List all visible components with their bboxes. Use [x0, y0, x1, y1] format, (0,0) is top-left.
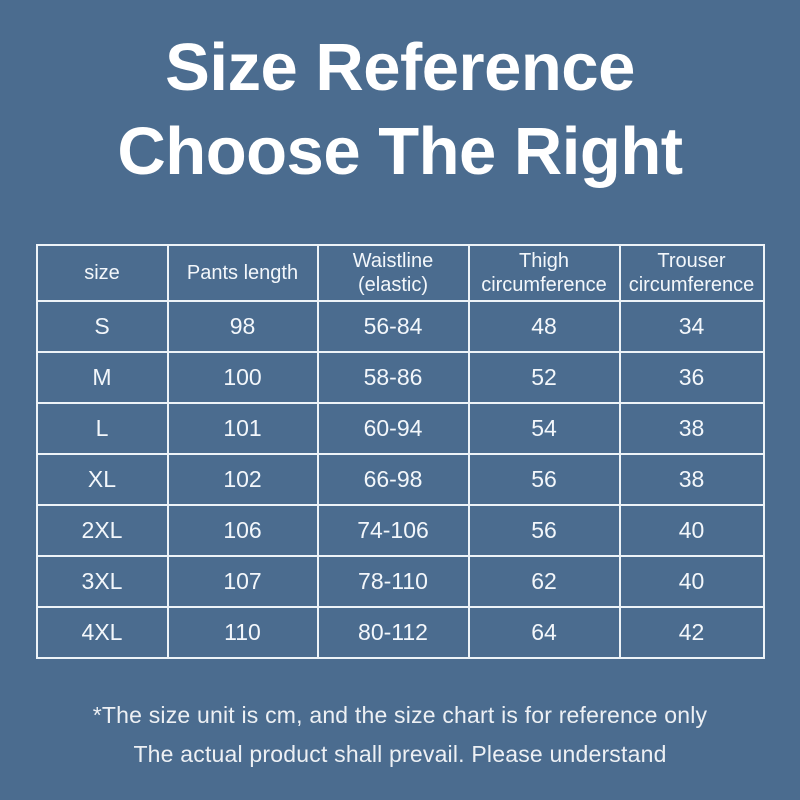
- header-label: size: [84, 262, 120, 284]
- table-row-m: M 100 58-86 52 36: [35, 351, 765, 404]
- footnote-line-1: *The size unit is cm, and the size chart…: [92, 702, 708, 728]
- table-row-xl: XL 102 66-98 56 38: [35, 453, 765, 506]
- title-line-1: Size Reference: [165, 30, 635, 105]
- table-cell: 56: [467, 453, 621, 506]
- header-cell-trouser-circumference: Trouser circumference: [618, 244, 765, 302]
- table-cell: 56: [467, 504, 621, 557]
- table-cell: 42: [618, 606, 765, 659]
- size-cell: 4XL: [35, 606, 169, 659]
- table-cell: 66-98: [316, 453, 470, 506]
- table-cell: 100: [166, 351, 319, 404]
- size-cell: XL: [35, 453, 169, 506]
- table-cell: 52: [467, 351, 621, 404]
- footnote: *The size unit is cm, and the size chart…: [0, 696, 800, 774]
- title-line-2: Choose The Right: [117, 114, 683, 189]
- table-row-l: L 101 60-94 54 38: [35, 402, 765, 455]
- table-cell: 60-94: [316, 402, 470, 455]
- header-label: (elastic): [357, 274, 428, 296]
- table-header-row: size Pants length Waistline (elastic) Thi…: [35, 244, 765, 302]
- table-cell: 106: [166, 504, 319, 557]
- header-label: Trouser: [657, 250, 726, 272]
- table-cell: 56-84: [316, 300, 470, 353]
- size-cell: M: [35, 351, 169, 404]
- table-cell: 54: [467, 402, 621, 455]
- header-cell-thigh-circumference: Thigh circumference: [467, 244, 621, 302]
- table-cell: 40: [618, 504, 765, 557]
- header-label: Pants length: [186, 262, 299, 284]
- table-cell: 64: [467, 606, 621, 659]
- header-cell-size: size: [35, 244, 169, 302]
- table-cell: 98: [166, 300, 319, 353]
- table-row-2xl: 2XL 106 74-106 56 40: [35, 504, 765, 557]
- table-cell: 78-110: [316, 555, 470, 608]
- size-cell: S: [35, 300, 169, 353]
- header-label: circumference: [481, 274, 607, 296]
- table-cell: 107: [166, 555, 319, 608]
- size-cell: 2XL: [35, 504, 169, 557]
- table-cell: 80-112: [316, 606, 470, 659]
- header-label: Thigh: [518, 250, 570, 272]
- table-cell: 110: [166, 606, 319, 659]
- header-label: Waistline: [352, 250, 434, 272]
- table-cell: 34: [618, 300, 765, 353]
- table-cell: 74-106: [316, 504, 470, 557]
- table-cell: 62: [467, 555, 621, 608]
- table-cell: 48: [467, 300, 621, 353]
- table-cell: 38: [618, 453, 765, 506]
- table-cell: 102: [166, 453, 319, 506]
- header-cell-pants-length: Pants length: [166, 244, 319, 302]
- size-cell: 3XL: [35, 555, 169, 608]
- table-row-s: S 98 56-84 48 34: [35, 300, 765, 353]
- table-cell: 101: [166, 402, 319, 455]
- table-row-3xl: 3XL 107 78-110 62 40: [35, 555, 765, 608]
- table-cell: 38: [618, 402, 765, 455]
- footnote-line-2: The actual product shall prevail. Please…: [133, 741, 667, 767]
- size-table: size Pants length Waistline (elastic) Thi…: [35, 244, 765, 659]
- header-cell-waistline: Waistline (elastic): [316, 244, 470, 302]
- table-cell: 40: [618, 555, 765, 608]
- page-title: Size Reference Choose The Right: [0, 0, 800, 194]
- table-cell: 36: [618, 351, 765, 404]
- size-cell: L: [35, 402, 169, 455]
- table-row-4xl: 4XL 110 80-112 64 42: [35, 606, 765, 659]
- table-cell: 58-86: [316, 351, 470, 404]
- header-label: circumference: [628, 274, 755, 296]
